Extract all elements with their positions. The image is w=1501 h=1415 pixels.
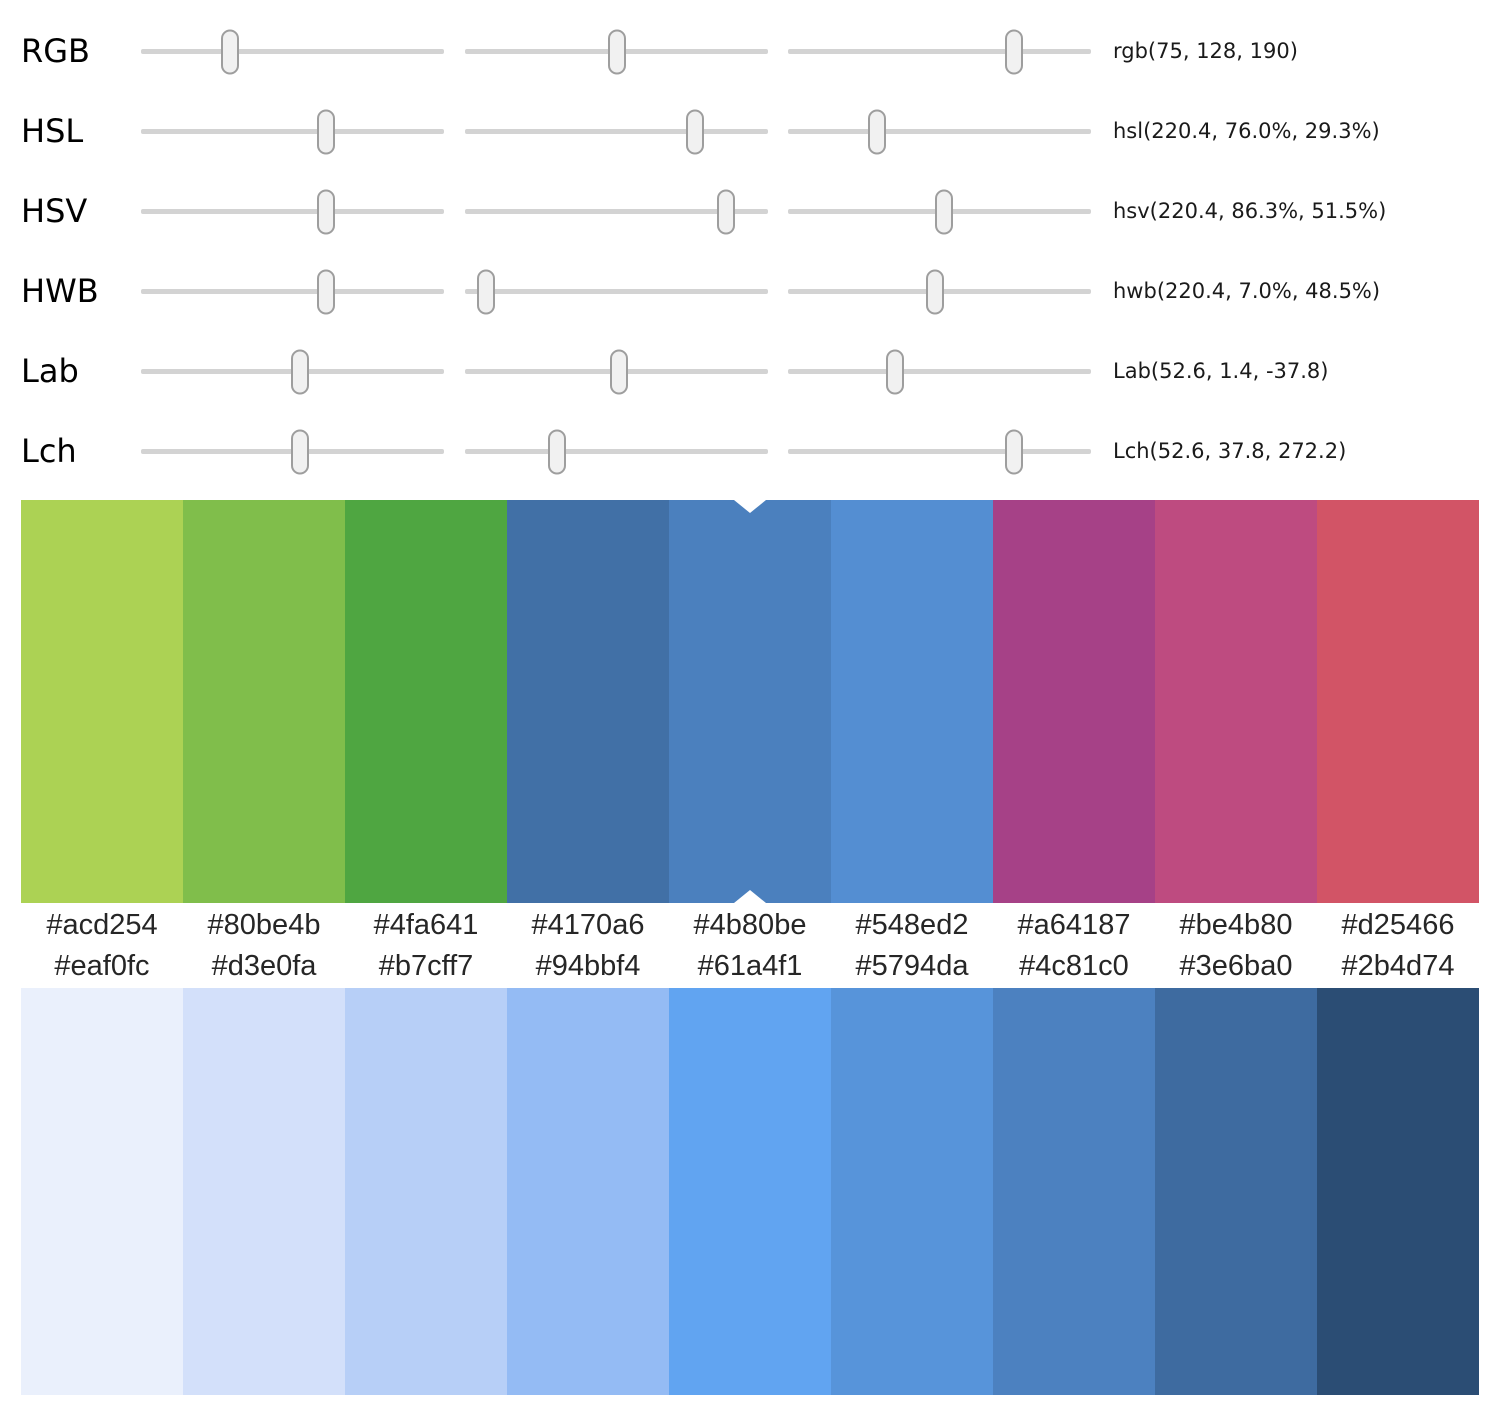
hue-swatch[interactable] — [1317, 500, 1479, 903]
rgb-blue-thumb[interactable] — [1004, 29, 1023, 74]
hex-label: #a64187 — [1017, 909, 1131, 941]
hwb-value-text: hwb(220.4, 7.0%, 48.5%) — [1113, 279, 1381, 303]
hsl-hue-slider[interactable] — [141, 109, 444, 154]
hue-swatch[interactable] — [183, 500, 345, 903]
lab-a-slider[interactable] — [465, 349, 768, 394]
hsv-saturation-thumb[interactable] — [717, 189, 736, 234]
lch-l-thumb[interactable] — [291, 429, 310, 474]
hue-swatch[interactable] — [345, 500, 507, 903]
hwb-blackness-thumb[interactable] — [925, 269, 944, 314]
hex-label: #3e6ba0 — [1179, 950, 1293, 982]
hex-label: #5794da — [855, 950, 969, 982]
slider-row-hsv: HSV hsv(220.4, 86.3%, 51.5%) — [0, 171, 1501, 251]
selected-swatch-notch-bottom-icon — [734, 890, 766, 903]
hwb-whiteness-thumb[interactable] — [477, 269, 496, 314]
hue-palette — [21, 500, 1479, 903]
hsl-value-text: hsl(220.4, 76.0%, 29.3%) — [1113, 119, 1380, 143]
hex-label: #94bbf4 — [535, 950, 641, 982]
hsv-hue-thumb[interactable] — [317, 189, 336, 234]
lch-value-text: Lch(52.6, 37.8, 272.2) — [1113, 439, 1347, 463]
hsv-value-thumb[interactable] — [935, 189, 954, 234]
hex-label: #548ed2 — [855, 909, 969, 941]
hex-label: #2b4d74 — [1341, 950, 1455, 982]
colorspace-label-hwb: HWB — [21, 272, 99, 310]
hex-label: #be4b80 — [1179, 909, 1293, 941]
colorspace-label-lch: Lch — [21, 432, 77, 470]
hex-label: #4170a6 — [531, 909, 645, 941]
hwb-whiteness-slider[interactable] — [465, 269, 768, 314]
hsv-value-text: hsv(220.4, 86.3%, 51.5%) — [1113, 199, 1387, 223]
colorspace-label-rgb: RGB — [21, 32, 90, 70]
tone-swatch[interactable] — [507, 988, 669, 1395]
slider-row-rgb: RGB rgb(75, 128, 190) — [0, 11, 1501, 91]
rgb-blue-slider[interactable] — [788, 29, 1091, 74]
hex-label: #eaf0fc — [54, 950, 150, 982]
hue-swatch-selected[interactable] — [669, 500, 831, 903]
hue-swatch[interactable] — [507, 500, 669, 903]
lab-a-thumb[interactable] — [609, 349, 628, 394]
rgb-green-slider[interactable] — [465, 29, 768, 74]
colorspace-label-hsv: HSV — [21, 192, 88, 230]
lch-c-slider[interactable] — [465, 429, 768, 474]
hex-label: #61a4f1 — [697, 950, 803, 982]
hsl-saturation-slider[interactable] — [465, 109, 768, 154]
colorspace-label-hsl: HSL — [21, 112, 84, 150]
hex-label: #4fa641 — [373, 909, 479, 941]
hex-label: #d3e0fa — [211, 950, 317, 982]
selected-swatch-notch-top-icon — [734, 500, 766, 513]
tone-swatch[interactable] — [345, 988, 507, 1395]
hex-label: #4c81c0 — [1019, 950, 1129, 982]
hsv-saturation-slider[interactable] — [465, 189, 768, 234]
slider-row-lch: Lch Lch(52.6, 37.8, 272.2) — [0, 411, 1501, 491]
hue-swatch[interactable] — [993, 500, 1155, 903]
lab-l-thumb[interactable] — [291, 349, 310, 394]
rgb-green-thumb[interactable] — [608, 29, 627, 74]
lab-b-thumb[interactable] — [886, 349, 905, 394]
hue-swatch[interactable] — [21, 500, 183, 903]
rgb-value-text: rgb(75, 128, 190) — [1113, 39, 1298, 63]
hsv-value-slider[interactable] — [788, 189, 1091, 234]
hue-hex-labels: #acd254 #80be4b #4fa641 #4170a6 #4b80be … — [21, 903, 1479, 947]
hex-label: #80be4b — [207, 909, 321, 941]
lab-b-slider[interactable] — [788, 349, 1091, 394]
tone-swatch[interactable] — [669, 988, 831, 1395]
hue-swatch[interactable] — [831, 500, 993, 903]
tone-swatch[interactable] — [183, 988, 345, 1395]
hex-label: #b7cff7 — [378, 950, 474, 982]
lch-c-thumb[interactable] — [547, 429, 566, 474]
slider-row-lab: Lab Lab(52.6, 1.4, -37.8) — [0, 331, 1501, 411]
colorspace-label-lab: Lab — [21, 352, 79, 390]
slider-row-hwb: HWB hwb(220.4, 7.0%, 48.5%) — [0, 251, 1501, 331]
lch-l-slider[interactable] — [141, 429, 444, 474]
tone-swatch[interactable] — [993, 988, 1155, 1395]
hsv-hue-slider[interactable] — [141, 189, 444, 234]
rgb-red-slider[interactable] — [141, 29, 444, 74]
tone-swatch[interactable] — [1317, 988, 1479, 1395]
hex-label: #acd254 — [46, 909, 158, 941]
hsl-lightness-thumb[interactable] — [867, 109, 886, 154]
tone-palette — [21, 988, 1479, 1395]
lab-l-slider[interactable] — [141, 349, 444, 394]
lab-value-text: Lab(52.6, 1.4, -37.8) — [1113, 359, 1329, 383]
lch-h-slider[interactable] — [788, 429, 1091, 474]
hsl-saturation-thumb[interactable] — [686, 109, 705, 154]
hwb-hue-thumb[interactable] — [317, 269, 336, 314]
rgb-red-thumb[interactable] — [221, 29, 240, 74]
tone-swatch[interactable] — [21, 988, 183, 1395]
hwb-hue-slider[interactable] — [141, 269, 444, 314]
lch-h-thumb[interactable] — [1004, 429, 1023, 474]
hsl-hue-thumb[interactable] — [317, 109, 336, 154]
hex-label: #d25466 — [1341, 909, 1455, 941]
tone-swatch[interactable] — [1155, 988, 1317, 1395]
hsl-lightness-slider[interactable] — [788, 109, 1091, 154]
slider-row-hsl: HSL hsl(220.4, 76.0%, 29.3%) — [0, 91, 1501, 171]
tone-hex-labels: #eaf0fc #d3e0fa #b7cff7 #94bbf4 #61a4f1 … — [21, 945, 1479, 988]
hwb-blackness-slider[interactable] — [788, 269, 1091, 314]
tone-swatch[interactable] — [831, 988, 993, 1395]
hex-label: #4b80be — [693, 909, 807, 941]
hue-swatch[interactable] — [1155, 500, 1317, 903]
